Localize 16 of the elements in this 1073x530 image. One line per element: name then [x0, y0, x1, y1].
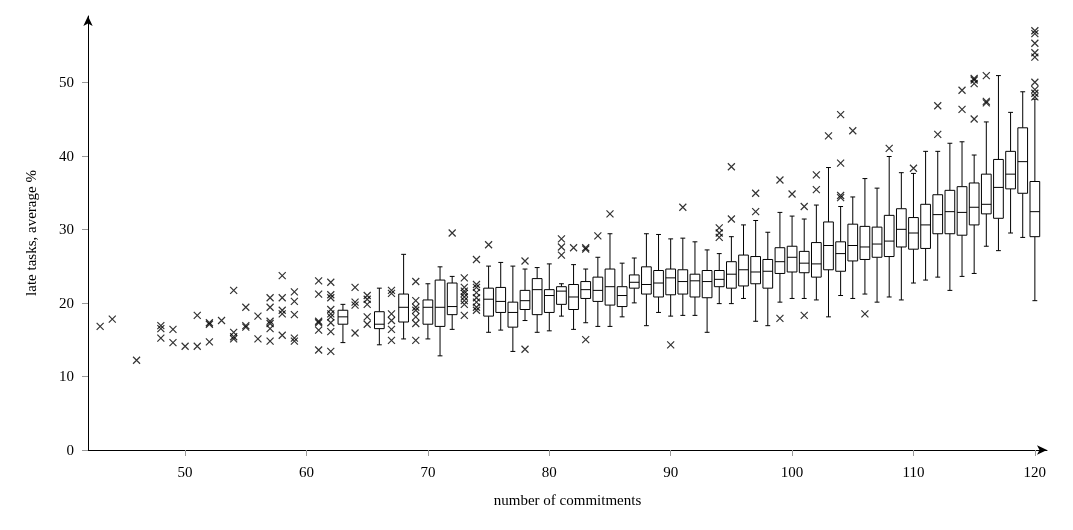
y-tick-label: 0 — [66, 442, 74, 458]
y-tick-label: 30 — [59, 221, 74, 238]
y-tick-label: 50 — [59, 74, 74, 91]
x-tick-label: 80 — [541, 463, 557, 480]
x-tick-label: 70 — [420, 463, 436, 480]
x-tick-label: 60 — [299, 463, 315, 480]
y-tick-label: 20 — [59, 294, 74, 311]
x-axis-title: number of commitments — [493, 491, 642, 508]
y-axis-title: late tasks, average % — [22, 170, 39, 296]
x-tick-label: 110 — [902, 463, 925, 480]
x-tick-label: 120 — [1023, 463, 1047, 480]
y-tick-label: 10 — [59, 368, 74, 385]
y-tick-label: 40 — [59, 147, 74, 164]
x-tick-label: 100 — [780, 463, 804, 480]
x-tick-label: 90 — [663, 463, 679, 480]
x-tick-label: 50 — [177, 463, 193, 480]
